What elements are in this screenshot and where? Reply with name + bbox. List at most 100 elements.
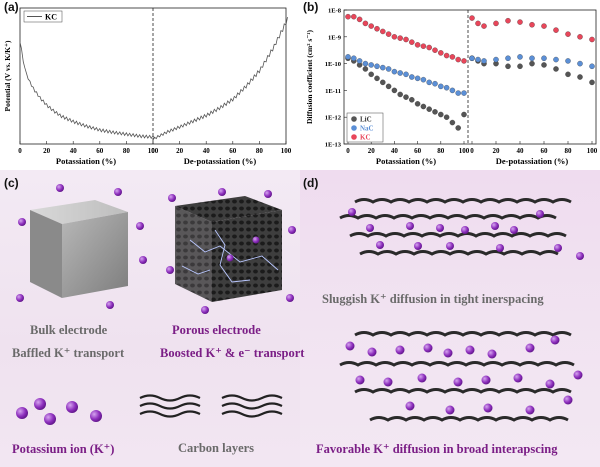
- chart-b-point-kc-depotassiation-3: [493, 20, 499, 27]
- broad-ion-0: [345, 341, 355, 351]
- boosted-transport-label: Boosted K⁺ & e⁻ transport: [160, 346, 305, 360]
- chart-b-point-kc-depotassiation-9: [565, 31, 571, 37]
- chart-b-legend-kc: KC: [360, 134, 371, 142]
- panel-d-illustrations: [339, 198, 584, 422]
- tight-ion-1: [366, 224, 374, 232]
- tight-ion-12: [554, 244, 562, 252]
- chart-b-left-tick-label-100: 100: [459, 147, 470, 155]
- bulk-electrode-label: Bulk electrode: [30, 323, 108, 337]
- chart-b-ytick-label-1E-13: 1E-13: [325, 142, 342, 149]
- porous-electrode-label: Porous electrode: [172, 323, 261, 337]
- chart-b-point-kc-potassiation-13: [420, 43, 427, 49]
- porous-ions: [166, 188, 296, 314]
- chart-b-point-nac-potassiation-20: [461, 90, 467, 96]
- chart-b-point-lic-potassiation-7: [385, 83, 392, 90]
- chart-b-point-kc-potassiation-4: [368, 23, 374, 29]
- chart-b-point-lic-potassiation-5: [374, 75, 380, 82]
- broad-ion-21: [563, 395, 573, 405]
- chart-b-point-lic-depotassiation-6: [529, 60, 535, 67]
- panel-b-tag: (b): [303, 0, 319, 14]
- chart-b-point-nac-depotassiation-10: [577, 60, 583, 67]
- panel-a-tag: (a): [4, 0, 19, 14]
- tight-ion-10: [496, 244, 504, 252]
- chart-b-point-kc-potassiation-7: [385, 31, 392, 37]
- chart-b-point-lic-depotassiation-11: [589, 79, 595, 86]
- chart-b-point-lic-potassiation-9: [397, 91, 403, 98]
- broad-ion-8: [550, 335, 560, 345]
- bulk-electrode-cube: [30, 200, 128, 298]
- chart-b-left-tick-label-20: 20: [368, 147, 376, 155]
- chart-b-point-nac-depotassiation-0: [469, 55, 475, 61]
- carbon-layers-label: Carbon layers: [178, 441, 255, 455]
- chart-a-right-tick-label-80: 80: [256, 147, 264, 155]
- chart-b-point-nac-potassiation-6: [380, 64, 386, 71]
- chart-b-right-tick-label-40: 40: [517, 147, 525, 155]
- tight-carbon-layer-3: [349, 232, 567, 238]
- chart-b-point-kc-depotassiation-0: [469, 15, 475, 21]
- tight-ion-8: [414, 242, 422, 250]
- broad-ion-10: [383, 377, 393, 387]
- chart-b-left-tick-label-40: 40: [391, 147, 399, 155]
- broad-carbon-layer-4: [369, 416, 569, 422]
- chart-b-ytick-label-1E-11: 1E-11: [325, 88, 341, 95]
- chart-b-point-nac-depotassiation-5: [517, 54, 523, 60]
- tight-ion-4: [461, 226, 469, 234]
- tight-ion-5: [491, 222, 499, 230]
- chart-b-point-nac-potassiation-17: [443, 84, 450, 91]
- chart-a-ylabel: Potential (V vs. K/K⁺): [3, 40, 12, 111]
- chart-b-point-nac-potassiation-15: [432, 80, 438, 87]
- chart-b-point-nac-potassiation-10: [403, 71, 409, 78]
- chart-b-point-kc-depotassiation-4: [505, 17, 511, 24]
- broad-ion-2: [395, 345, 405, 355]
- chart-a-series-kc-potassiation: [19, 42, 155, 140]
- chart-b-point-kc-potassiation-20: [461, 58, 467, 64]
- tight-ion-11: [536, 210, 544, 218]
- chart-b-point-kc-potassiation-17: [443, 52, 450, 59]
- chart-b-point-lic-potassiation-19: [455, 125, 461, 131]
- chart-b-point-kc-depotassiation-7: [541, 23, 547, 29]
- chart-a-right-tick-label-60: 60: [229, 147, 237, 155]
- chart-b-right-tick-label-100: 100: [587, 147, 598, 155]
- chart-b-point-kc-depotassiation-8: [553, 27, 559, 33]
- chart-b-frame: [343, 9, 597, 145]
- chart-b-right-tick-label-60: 60: [541, 147, 549, 155]
- chart-b-ytick-label-1E-8: 1E-8: [328, 8, 342, 15]
- chart-b-point-lic-potassiation-12: [414, 101, 421, 107]
- chart-b-point-kc-potassiation-11: [409, 39, 415, 45]
- chart-b-left-tick-label-0: 0: [346, 147, 350, 155]
- chart-b-point-nac-potassiation-7: [385, 66, 392, 72]
- chart-b-point-kc-depotassiation-2: [481, 23, 487, 29]
- chart-b-point-lic-potassiation-17: [443, 114, 450, 120]
- chart-b: 1E-8 1E-9 1E-10 1E-11 1E-12 1E-13 0 20 40 60 80 100…: [305, 8, 598, 167]
- chart-b-point-kc-potassiation-2: [356, 16, 363, 23]
- chart-b-point-lic-potassiation-20: [461, 111, 467, 118]
- chart-b-point-lic-potassiation-16: [438, 111, 444, 118]
- chart-b-point-nac-potassiation-11: [409, 74, 415, 80]
- potassium-ion-label: Potassium ion (K⁺): [12, 442, 115, 456]
- chart-b-left-tick-label-60: 60: [414, 147, 422, 155]
- chart-b-point-lic-depotassiation-9: [565, 71, 571, 78]
- tight-ion-9: [446, 242, 454, 250]
- broad-ion-19: [483, 403, 493, 413]
- chart-b-point-nac-potassiation-4: [368, 62, 374, 68]
- tight-ion-2: [406, 222, 414, 230]
- chart-b-point-nac-depotassiation-7: [541, 55, 547, 61]
- chart-b-point-lic-potassiation-8: [391, 87, 398, 94]
- tight-ion-3: [436, 224, 444, 232]
- chart-a-right-tick-label-0: 0: [151, 147, 155, 155]
- tight-carbon-layer-4: [359, 250, 559, 256]
- chart-b-legend-swatch-nac: [351, 125, 357, 131]
- chart-b-point-nac-potassiation-13: [420, 76, 427, 83]
- broad-ion-4: [443, 348, 453, 358]
- chart-b-point-lic-depotassiation-7: [541, 62, 547, 68]
- chart-b-point-nac-potassiation-14: [426, 79, 432, 86]
- chart-b-point-nac-depotassiation-8: [553, 56, 559, 63]
- chart-b-right-tick-label-20: 20: [493, 147, 501, 155]
- chart-a-right-tick-label-100: 100: [281, 147, 292, 155]
- bulk-ions: [16, 184, 147, 309]
- chart-a-series-kc-depotassiation: [152, 17, 288, 141]
- chart-b-point-kc-potassiation-12: [414, 42, 421, 48]
- chart-b-point-nac-depotassiation-4: [505, 55, 511, 61]
- broad-ion-14: [513, 373, 523, 383]
- chart-b-point-nac-depotassiation-3: [493, 56, 499, 63]
